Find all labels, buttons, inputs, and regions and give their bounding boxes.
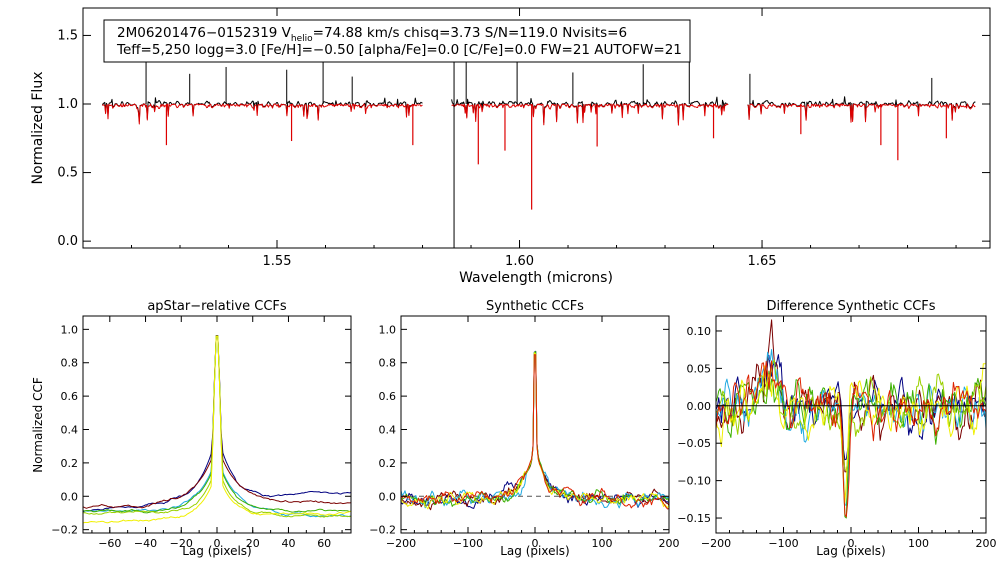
difference-ccf-x-label: Lag (pixels) bbox=[816, 544, 886, 558]
synthetic-ccf-title: Synthetic CCFs bbox=[486, 299, 584, 314]
x-tick-label: −20 bbox=[170, 537, 193, 550]
synthetic-ccf-line-2 bbox=[400, 353, 670, 511]
y-tick-label: 0.8 bbox=[379, 357, 397, 370]
y-tick-label: 0.0 bbox=[379, 490, 397, 503]
synthetic-ccf-series bbox=[400, 350, 670, 511]
apstar-ccf-title: apStar−relative CCFs bbox=[147, 299, 287, 314]
apstar-ccf-panel: apStar−relative CCFs −60 −40 −20 0 20 40 60 −0.… bbox=[31, 299, 352, 558]
x-tick-label: 20 bbox=[246, 537, 260, 550]
synthetic-ccf-line-6 bbox=[400, 354, 670, 510]
y-tick-label: 0.4 bbox=[379, 424, 397, 437]
x-tick-label: −60 bbox=[98, 537, 121, 550]
difference-ccf-panel: Difference Synthetic CCFs −200 −100 0 100 20… bbox=[677, 299, 996, 558]
x-tick-label: 40 bbox=[281, 537, 295, 550]
spectrum-series bbox=[101, 38, 976, 248]
apstar-ccf-line-3 bbox=[82, 335, 352, 518]
synthetic-ccf-ticks: −200 −100 0 100 200 −0.2 0.0 0.2 0.4 0.6 0.8 1.0 bbox=[369, 316, 680, 550]
info-line-1-prefix: 2M06201476−0152319 V bbox=[117, 25, 292, 41]
y-tick-label: 0.10 bbox=[687, 325, 712, 338]
synthetic-ccf-panel: Synthetic CCFs −200 −100 0 100 200 −0.2 0.0 0.2… bbox=[369, 299, 679, 558]
y-tick-label: 0.5 bbox=[57, 166, 78, 181]
synthetic-ccf-line-5 bbox=[400, 352, 670, 510]
y-tick-label: 0.4 bbox=[61, 424, 79, 437]
apstar-ccf-series bbox=[82, 335, 352, 524]
difference-ccf-line-7 bbox=[715, 360, 987, 518]
y-tick-label: 0.8 bbox=[61, 357, 79, 370]
x-tick-label: −40 bbox=[134, 537, 157, 550]
info-line-1-rest: =74.88 km/s chisq=3.73 S/N=119.0 Nvisits… bbox=[313, 25, 627, 41]
apstar-ccf-line-5 bbox=[82, 335, 352, 518]
difference-ccf-line-6 bbox=[715, 363, 986, 503]
observed-spectrum-line bbox=[101, 97, 423, 122]
x-tick-label: 200 bbox=[659, 537, 680, 550]
info-line-1-subscript: helio bbox=[291, 34, 313, 44]
y-tick-label: 1.0 bbox=[379, 323, 397, 336]
x-tick-label: 1.60 bbox=[505, 254, 534, 269]
x-tick-label: 1.65 bbox=[748, 254, 777, 269]
x-tick-label: 0 bbox=[214, 537, 221, 550]
y-tick-label: −0.2 bbox=[369, 524, 396, 537]
x-tick-label: 1.55 bbox=[263, 254, 292, 269]
spectrum-axes-frame bbox=[82, 7, 991, 249]
y-tick-label: 0.2 bbox=[379, 457, 397, 470]
x-tick-label: 100 bbox=[592, 537, 613, 550]
info-line-2: Teff=5,250 logg=3.0 [Fe/H]=−0.50 [alpha/… bbox=[116, 42, 682, 58]
apstar-ccf-line-6 bbox=[82, 335, 352, 524]
y-tick-label: −0.2 bbox=[51, 524, 78, 537]
synthetic-ccf-x-label: Lag (pixels) bbox=[500, 544, 570, 558]
x-tick-label: 200 bbox=[976, 537, 997, 550]
x-tick-label: −100 bbox=[768, 537, 798, 550]
synthetic-spectrum-line bbox=[451, 103, 729, 126]
y-tick-label: 0.6 bbox=[61, 390, 79, 403]
y-tick-label: 0.2 bbox=[61, 457, 79, 470]
spectrum-y-label: Normalized Flux bbox=[30, 72, 46, 185]
observed-spectrum-line bbox=[747, 96, 976, 121]
spectrum-ticks: 1.55 1.60 1.65 0.0 0.5 1.0 1.5 bbox=[57, 8, 990, 269]
difference-ccf-ticks: −200 −100 0 100 200 −0.15 −0.10 −0.05 0.00 0.05 0.… bbox=[677, 316, 997, 550]
apstar-ccf-x-label: Lag (pixels) bbox=[182, 544, 252, 558]
y-tick-label: 1.0 bbox=[61, 323, 79, 336]
info-line-1: 2M06201476−0152319 Vhelio=74.88 km/s chi… bbox=[117, 25, 627, 44]
spectrum-x-label: Wavelength (microns) bbox=[459, 270, 613, 286]
y-tick-label: 1.5 bbox=[57, 28, 78, 43]
y-tick-label: 1.0 bbox=[57, 97, 78, 112]
x-tick-label: 60 bbox=[317, 537, 331, 550]
observed-spectrum-line bbox=[451, 96, 729, 124]
y-tick-label: 0.6 bbox=[379, 390, 397, 403]
y-tick-label: 0.0 bbox=[57, 234, 78, 249]
y-tick-label: −0.15 bbox=[677, 512, 711, 525]
synthetic-ccf-line-1 bbox=[400, 350, 670, 509]
apstar-ccf-line-2 bbox=[82, 335, 352, 509]
difference-ccf-line-5 bbox=[715, 359, 987, 472]
difference-ccf-title: Difference Synthetic CCFs bbox=[766, 299, 935, 314]
synthetic-ccf-line-4 bbox=[400, 351, 670, 507]
x-tick-label: 0 bbox=[532, 537, 539, 550]
y-tick-label: 0.05 bbox=[687, 362, 712, 375]
x-tick-label: −100 bbox=[453, 537, 483, 550]
difference-ccf-series bbox=[715, 319, 987, 519]
x-tick-label: 100 bbox=[908, 537, 929, 550]
info-box bbox=[103, 19, 691, 63]
apstar-ccf-line-4 bbox=[82, 335, 352, 514]
apstar-ccf-y-label: Normalized CCF bbox=[31, 377, 45, 473]
y-tick-label: 0.0 bbox=[61, 490, 79, 503]
apstar-ccf-ticks: −60 −40 −20 0 20 40 60 −0.2 0.0 0.2 0.4 0.6 0.8 1.0 bbox=[51, 316, 351, 550]
apstar-ccf-line-1 bbox=[82, 335, 352, 513]
x-tick-label: 0 bbox=[848, 537, 855, 550]
x-tick-label: −200 bbox=[386, 537, 416, 550]
y-tick-label: −0.05 bbox=[677, 437, 711, 450]
x-tick-label: −200 bbox=[701, 537, 731, 550]
y-tick-label: −0.10 bbox=[677, 475, 711, 488]
synthetic-spectrum-line bbox=[747, 103, 976, 123]
spectrum-panel: 1.55 1.60 1.65 0.0 0.5 1.0 1.5 2M06201476−0152… bbox=[30, 7, 991, 286]
synthetic-ccf-line-3 bbox=[400, 352, 670, 509]
synthetic-spectrum-line bbox=[102, 103, 423, 125]
y-tick-label: 0.00 bbox=[687, 400, 712, 413]
